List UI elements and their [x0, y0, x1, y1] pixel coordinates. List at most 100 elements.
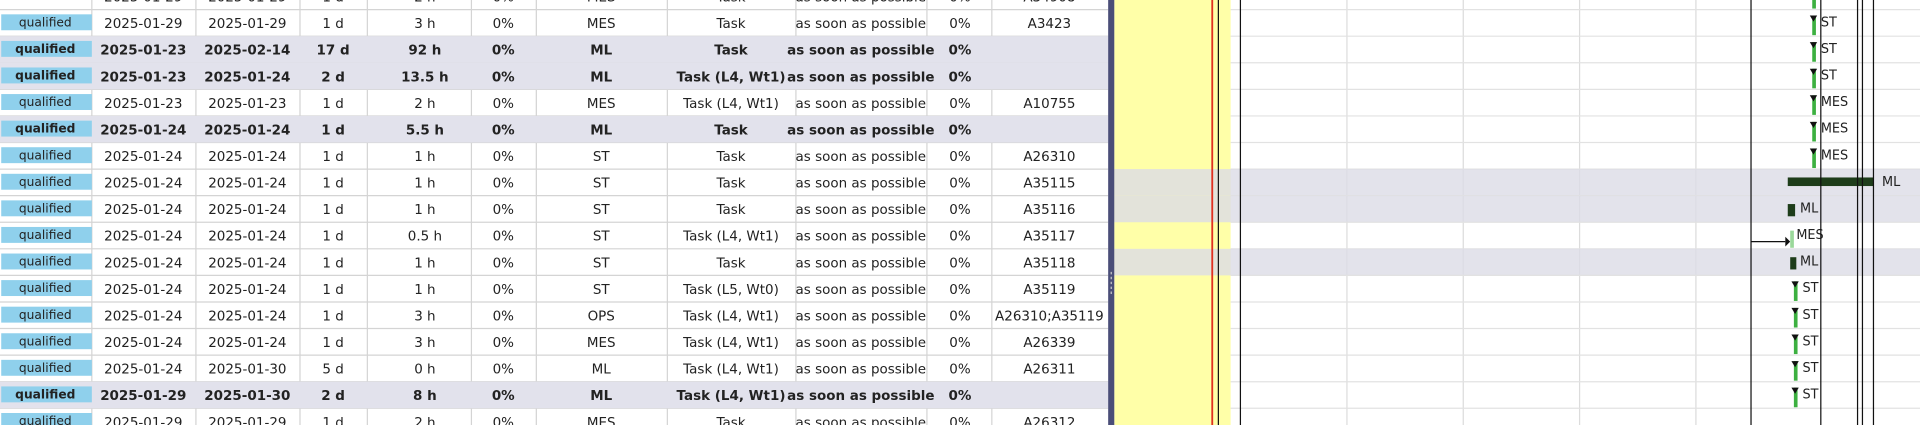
cell-resource: MES	[587, 335, 616, 351]
cell-finish: 2025-01-23	[208, 96, 286, 112]
cell-type: Task (L4, Wt1)	[682, 335, 779, 351]
cell-duration: 1 d	[322, 229, 343, 245]
cell-finish: 2025-01-24	[208, 282, 286, 298]
cell-finish: 2025-01-24	[204, 122, 290, 138]
status-label: qualified	[19, 281, 72, 295]
cell-constraint: as soon as possible	[787, 122, 934, 138]
cell-progress: 0%	[949, 122, 972, 138]
cell-constraint: as soon as possible	[796, 149, 927, 165]
cell-resource: ST	[593, 255, 611, 271]
cell-work: 1 h	[414, 202, 435, 218]
cell-constraint: as soon as possible	[796, 0, 927, 6]
cell-complete: 0%	[493, 176, 515, 192]
cell-constraint: as soon as possible	[796, 255, 927, 271]
status-badge	[1, 94, 92, 110]
cell-constraint: as soon as possible	[796, 415, 927, 425]
status-badge	[1, 386, 92, 403]
cell-constraint: as soon as possible	[796, 16, 927, 32]
cell-complete: 0%	[493, 308, 515, 324]
summary-row-bg	[0, 381, 1109, 409]
cell-type: Task	[714, 43, 749, 59]
summary-bar	[1787, 177, 1874, 187]
task-bar	[1793, 361, 1798, 381]
task-bar	[1812, 0, 1816, 9]
cell-complete: 0%	[493, 335, 515, 351]
cell-id: A26310;A35119	[995, 308, 1104, 324]
status-badge	[1, 226, 92, 243]
gantt-label: ST	[1802, 361, 1818, 376]
status-badge	[1, 359, 92, 376]
cell-complete: 0%	[493, 96, 515, 112]
cell-work: 8 h	[413, 388, 437, 404]
task-bar	[1793, 281, 1798, 301]
status-badge	[1, 333, 92, 350]
status-label: qualified	[19, 334, 72, 348]
cell-resource: ML	[590, 388, 612, 404]
status-label: qualified	[19, 95, 72, 109]
cell-type: Task	[715, 149, 745, 165]
cell-start: 2025-01-29	[104, 415, 182, 425]
cell-complete: 0%	[492, 69, 515, 85]
cell-complete: 0%	[493, 229, 515, 245]
summary-row-bg	[0, 62, 1109, 90]
status-label: qualified	[19, 201, 72, 215]
cell-type: Task	[715, 16, 745, 32]
status-badge	[1, 14, 92, 31]
cell-type: Task (L4, Wt1)	[682, 308, 779, 324]
cell-resource: ML	[590, 122, 612, 138]
status-label: qualified	[19, 15, 72, 29]
cell-duration: 17 d	[317, 43, 350, 59]
status-label: qualified	[15, 122, 75, 136]
cell-duration: 5 d	[322, 362, 343, 378]
status-badge	[1, 253, 92, 270]
gantt-label: ML	[1800, 255, 1819, 270]
cell-work: 3 h	[414, 308, 435, 324]
summary-row-bg	[0, 36, 1109, 63]
cell-start: 2025-01-24	[104, 282, 182, 298]
cell-complete: 0%	[493, 362, 515, 378]
cell-constraint: as soon as possible	[796, 362, 927, 378]
cell-type: Task	[714, 122, 749, 138]
cell-type: Task	[715, 0, 745, 6]
dependency-arrow	[1785, 236, 1791, 247]
cell-constraint: as soon as possible	[796, 229, 927, 245]
gantt-summary-bg	[1114, 169, 1920, 196]
cell-finish: 2025-01-24	[208, 149, 286, 165]
cell-complete: 0%	[493, 0, 515, 6]
cell-constraint: as soon as possible	[796, 96, 927, 112]
cell-progress: 0%	[949, 96, 971, 112]
cell-work: 1 h	[414, 176, 435, 192]
cell-work: 3 h	[414, 16, 435, 32]
gantt-label: ST	[1802, 387, 1818, 402]
cell-finish: 2025-01-29	[208, 415, 286, 425]
cell-start: 2025-01-29	[100, 388, 186, 404]
milestone	[1809, 15, 1818, 22]
cell-work: 13.5 h	[401, 69, 449, 85]
cell-work: 2 h	[414, 415, 435, 425]
cell-progress: 0%	[949, 176, 971, 192]
status-badge	[1, 412, 92, 425]
cell-constraint: as soon as possible	[787, 69, 934, 85]
gantt-label: MES	[1821, 148, 1848, 163]
cell-id: A26312	[1023, 415, 1075, 425]
cell-id: A26311	[1023, 362, 1075, 378]
status-label: qualified	[19, 361, 72, 375]
cell-work: 2 h	[414, 96, 435, 112]
cell-work: 5.5 h	[406, 122, 444, 138]
gantt-label: ST	[1802, 308, 1818, 323]
cell-resource: MES	[587, 16, 616, 32]
cell-duration: 1 d	[322, 202, 343, 218]
task-bar	[1812, 148, 1816, 169]
cell-duration: 2 d	[321, 69, 345, 85]
gantt-label: ST	[1802, 334, 1818, 349]
cell-id: A26310	[1023, 149, 1075, 165]
cell-id: A34908	[1023, 0, 1075, 6]
cell-progress: 0%	[949, 362, 971, 378]
cell-constraint: as soon as possible	[796, 176, 927, 192]
gantt-label: ST	[1802, 281, 1818, 296]
cell-finish: 2025-01-29	[208, 0, 286, 6]
milestone	[1809, 148, 1818, 155]
cell-type: Task (L4, Wt1)	[682, 229, 779, 245]
cell-work: 0.5 h	[408, 229, 442, 245]
splitter[interactable]	[1108, 0, 1115, 425]
